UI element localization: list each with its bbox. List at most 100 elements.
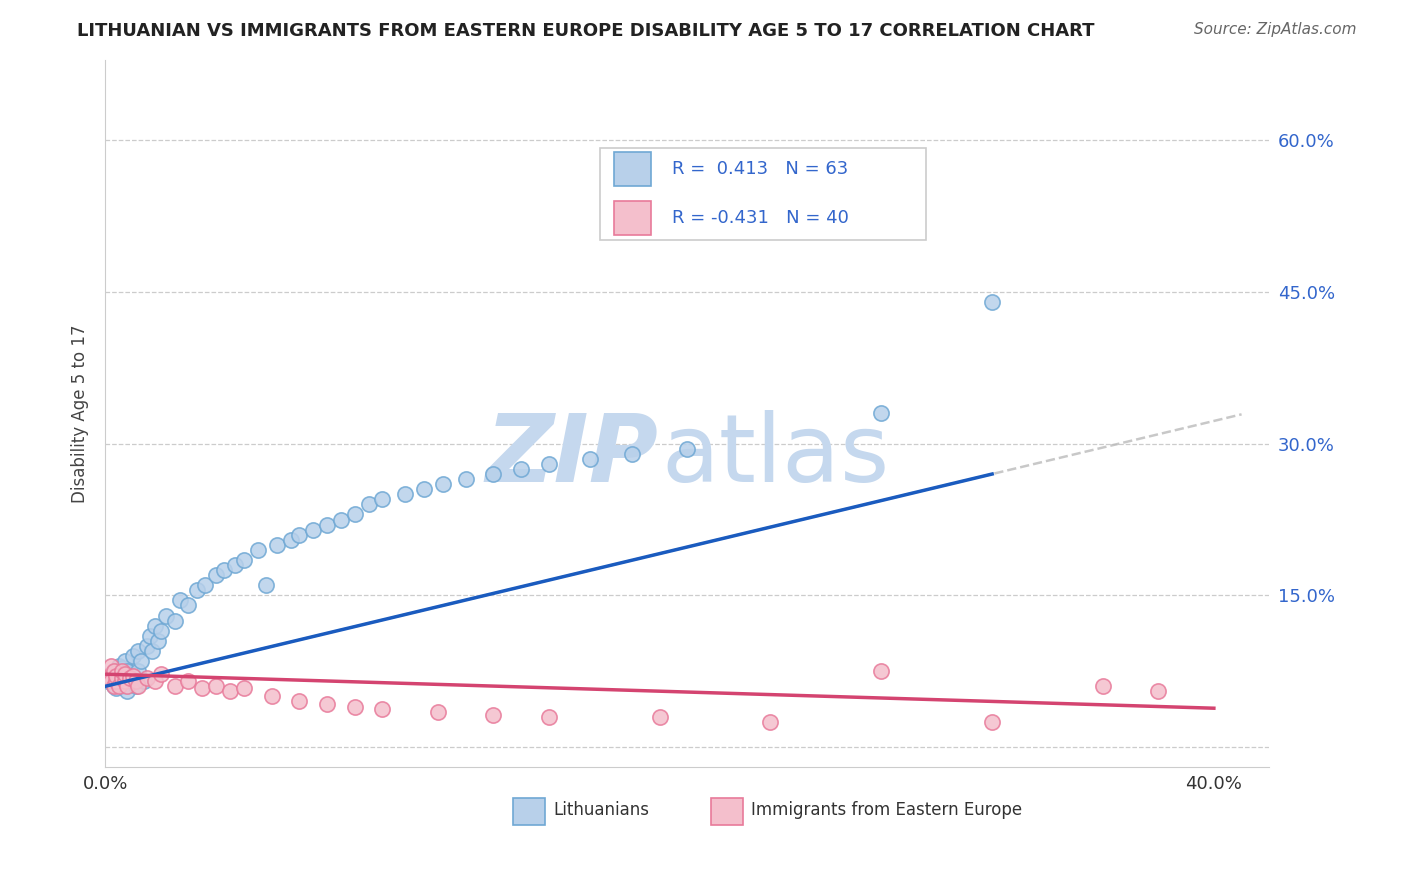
Point bbox=[288, 694, 311, 708]
Point bbox=[125, 674, 148, 689]
Point bbox=[759, 714, 782, 729]
Point bbox=[260, 690, 283, 704]
Point bbox=[371, 492, 394, 507]
Point bbox=[97, 674, 120, 689]
Point bbox=[105, 681, 128, 696]
Point bbox=[149, 624, 172, 638]
Point bbox=[842, 214, 865, 228]
Point bbox=[232, 553, 254, 567]
Point bbox=[108, 676, 131, 690]
Point bbox=[114, 674, 136, 689]
Point bbox=[620, 447, 643, 461]
Point bbox=[981, 295, 1004, 310]
Point bbox=[329, 512, 352, 526]
Point bbox=[246, 542, 269, 557]
Point bbox=[191, 681, 214, 696]
Point bbox=[155, 608, 177, 623]
Bar bbox=[614, 152, 651, 186]
Point bbox=[129, 654, 152, 668]
Point bbox=[254, 578, 277, 592]
Point bbox=[1091, 679, 1114, 693]
Point bbox=[108, 659, 131, 673]
Text: R =  0.413   N = 63: R = 0.413 N = 63 bbox=[672, 160, 848, 178]
Point bbox=[288, 527, 311, 541]
Point bbox=[357, 497, 380, 511]
Text: LITHUANIAN VS IMMIGRANTS FROM EASTERN EUROPE DISABILITY AGE 5 TO 17 CORRELATION : LITHUANIAN VS IMMIGRANTS FROM EASTERN EU… bbox=[77, 22, 1095, 40]
Point bbox=[205, 568, 228, 582]
Point bbox=[413, 482, 436, 496]
Point bbox=[100, 667, 122, 681]
Point bbox=[120, 671, 142, 685]
Point bbox=[432, 477, 454, 491]
Point bbox=[135, 671, 157, 685]
Point bbox=[111, 679, 134, 693]
Point bbox=[676, 442, 699, 456]
Point bbox=[111, 661, 134, 675]
Point bbox=[870, 406, 893, 420]
Point bbox=[103, 679, 125, 693]
Point bbox=[103, 679, 125, 693]
Point bbox=[138, 629, 160, 643]
Point bbox=[149, 667, 172, 681]
Point bbox=[343, 699, 366, 714]
Point bbox=[394, 487, 416, 501]
Point bbox=[122, 669, 145, 683]
Point bbox=[454, 472, 477, 486]
Text: Lithuanians: Lithuanians bbox=[554, 801, 650, 819]
Point bbox=[111, 664, 134, 678]
Point bbox=[135, 639, 157, 653]
Point bbox=[205, 679, 228, 693]
Point bbox=[163, 679, 186, 693]
Point bbox=[280, 533, 302, 547]
Text: R = -0.431   N = 40: R = -0.431 N = 40 bbox=[672, 209, 849, 227]
Point bbox=[316, 517, 339, 532]
Point bbox=[100, 674, 122, 689]
Text: Immigrants from Eastern Europe: Immigrants from Eastern Europe bbox=[751, 801, 1022, 819]
Point bbox=[117, 679, 139, 693]
Bar bbox=[614, 201, 651, 235]
Point bbox=[141, 644, 163, 658]
Point bbox=[186, 583, 208, 598]
Point bbox=[143, 618, 166, 632]
Point bbox=[114, 654, 136, 668]
Point bbox=[125, 679, 148, 693]
Point bbox=[266, 538, 288, 552]
Point bbox=[127, 679, 149, 693]
Point bbox=[426, 705, 449, 719]
Bar bbox=[710, 798, 744, 825]
Point bbox=[579, 451, 602, 466]
Point bbox=[510, 462, 533, 476]
Point bbox=[232, 681, 254, 696]
Point bbox=[117, 684, 139, 698]
Point bbox=[177, 674, 200, 689]
Point bbox=[177, 599, 200, 613]
Point bbox=[870, 664, 893, 678]
Point bbox=[100, 659, 122, 673]
Point bbox=[194, 578, 217, 592]
Point bbox=[111, 671, 134, 685]
Point bbox=[302, 523, 325, 537]
Point bbox=[108, 679, 131, 693]
Point bbox=[105, 669, 128, 683]
Point bbox=[103, 664, 125, 678]
Point bbox=[97, 669, 120, 683]
Point bbox=[648, 709, 671, 723]
Point bbox=[169, 593, 191, 607]
Point bbox=[146, 633, 169, 648]
Point bbox=[214, 563, 236, 577]
Point bbox=[219, 684, 242, 698]
Point bbox=[132, 674, 155, 689]
Point bbox=[143, 674, 166, 689]
Text: atlas: atlas bbox=[662, 409, 890, 502]
Bar bbox=[513, 798, 546, 825]
Point bbox=[105, 674, 128, 689]
Point bbox=[122, 648, 145, 663]
Text: ZIP: ZIP bbox=[485, 409, 658, 502]
Point bbox=[120, 671, 142, 685]
Point bbox=[482, 707, 505, 722]
Point bbox=[316, 698, 339, 712]
Point bbox=[163, 614, 186, 628]
Point bbox=[105, 669, 128, 683]
Y-axis label: Disability Age 5 to 17: Disability Age 5 to 17 bbox=[72, 324, 89, 502]
Point bbox=[127, 644, 149, 658]
